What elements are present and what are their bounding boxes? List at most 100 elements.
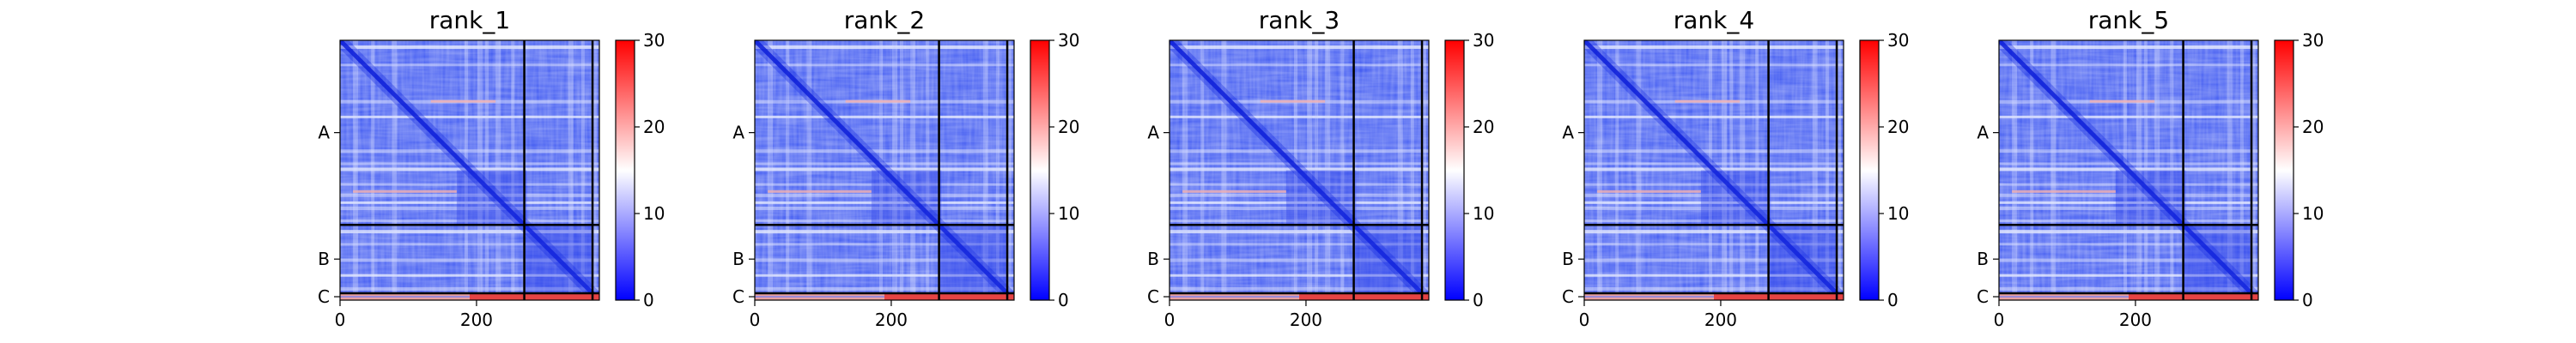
heatmap-high-streak <box>1674 99 1741 103</box>
colorbar-tick-label: 10 <box>2302 203 2324 224</box>
heatmap-high-streak <box>768 190 872 193</box>
chain-label: B <box>318 249 330 269</box>
heatmap-chain-c-strip-mid <box>1584 296 1714 298</box>
heatmap-block-ab <box>1285 170 1357 226</box>
colorbar-tick-label: 0 <box>1058 290 1069 310</box>
colorbar-tick-label: 30 <box>1058 30 1079 51</box>
heatmap-block-ab <box>2115 170 2186 226</box>
heatmap-high-streak <box>1597 190 1701 193</box>
pae-heatmap <box>755 40 1014 300</box>
heatmap-block-b <box>939 225 1008 294</box>
colorbar-tick-label: 10 <box>1473 203 1494 224</box>
colorbar-tick-label: 0 <box>1473 290 1484 310</box>
heatmap-chain-c-strip-mid <box>1170 296 1299 298</box>
heatmap-diagonal-band <box>1999 40 2258 300</box>
heatmap-block-b <box>1353 225 1423 294</box>
chain-label: C <box>1977 286 1989 307</box>
panel-title: rank_1 <box>429 6 510 34</box>
heatmap-block-ab <box>871 170 942 226</box>
x-tick-label: 200 <box>1704 310 1737 330</box>
heatmap-frame <box>754 39 1015 301</box>
colorbar-tick-label: 30 <box>1887 30 1909 51</box>
chain-label: C <box>732 286 744 307</box>
colorbar <box>1030 39 1050 301</box>
colorbar-tick-label: 0 <box>2302 290 2313 310</box>
x-tick-label: 0 <box>750 310 761 330</box>
heatmap-high-streak <box>353 190 457 193</box>
pae-heatmap <box>1584 40 1844 300</box>
heatmap-block-ab <box>456 170 527 226</box>
colorbar-tick-label: 10 <box>1058 203 1079 224</box>
colorbar-tick-label: 20 <box>643 117 665 137</box>
heatmap-diagonal-band <box>1584 40 1844 300</box>
heatmap-frame <box>1998 39 2259 301</box>
colorbar <box>1444 39 1465 301</box>
colorbar-tick-label: 30 <box>643 30 665 51</box>
colorbar-tick-label: 10 <box>643 203 665 224</box>
heatmap-diagonal <box>1999 40 2258 300</box>
heatmap-high-streak <box>1260 99 1326 103</box>
heatmap-chain-c-strip-mid <box>340 296 470 298</box>
chain-label: A <box>732 123 744 143</box>
heatmap-frame <box>1169 39 1430 301</box>
chain-label: A <box>1977 123 1989 143</box>
panel-title: rank_4 <box>1674 6 1754 34</box>
chain-label: C <box>1147 286 1159 307</box>
colorbar-tick-label: 0 <box>1887 290 1899 310</box>
heatmap-diagonal-band <box>1170 40 1429 300</box>
heatmap-diagonal-band <box>755 40 1014 300</box>
x-tick-label: 200 <box>2119 310 2152 330</box>
pae-heatmap <box>340 40 599 300</box>
heatmap-block-ab <box>1700 170 1771 226</box>
heatmap-diagonal-band <box>340 40 599 300</box>
chain-label: B <box>1147 249 1159 269</box>
x-tick-label: 200 <box>875 310 908 330</box>
chain-label: C <box>318 286 330 307</box>
x-tick-label: 200 <box>460 310 493 330</box>
heatmap-diagonal <box>340 40 599 300</box>
x-tick-label: 0 <box>1164 310 1176 330</box>
heatmap-high-streak <box>845 99 911 103</box>
colorbar-tick-label: 30 <box>2302 30 2324 51</box>
pae-heatmap <box>1999 40 2258 300</box>
heatmap-chain-c-strip-red <box>1714 293 1844 300</box>
heatmap-high-streak <box>1182 190 1286 193</box>
chain-label: C <box>1562 286 1574 307</box>
colorbar <box>2274 39 2294 301</box>
panel-title: rank_2 <box>844 6 925 34</box>
chain-label: B <box>732 249 744 269</box>
colorbar-tick-label: 20 <box>2302 117 2324 137</box>
heatmap-block-b <box>1768 225 1838 294</box>
colorbar-tick-label: 0 <box>643 290 654 310</box>
chain-label: A <box>1562 123 1574 143</box>
colorbar <box>1859 39 1880 301</box>
heatmap-high-streak <box>430 99 496 103</box>
heatmap-chain-c-strip-red <box>470 293 599 300</box>
chain-label: B <box>1977 249 1989 269</box>
colorbar-tick-label: 10 <box>1887 203 1909 224</box>
pae-heatmap <box>1170 40 1429 300</box>
heatmap-chain-c-strip-red <box>884 293 1014 300</box>
heatmap-diagonal <box>1170 40 1429 300</box>
heatmap-block-b <box>524 225 593 294</box>
heatmap-high-streak <box>2012 190 2116 193</box>
chain-label: A <box>1147 123 1159 143</box>
panel-title: rank_5 <box>2088 6 2169 34</box>
heatmap-chain-c-strip-mid <box>1999 296 2129 298</box>
heatmap-chain-c-strip-mid <box>755 296 884 298</box>
panel-title: rank_3 <box>1259 6 1340 34</box>
colorbar-tick-label: 20 <box>1887 117 1909 137</box>
x-tick-label: 0 <box>1994 310 2005 330</box>
colorbar-tick-label: 20 <box>1058 117 1079 137</box>
heatmap-frame <box>1583 39 1844 301</box>
heatmap-block-b <box>2183 225 2252 294</box>
chain-label: A <box>318 123 330 143</box>
heatmap-chain-c-strip-red <box>1299 293 1429 300</box>
x-tick-label: 0 <box>335 310 346 330</box>
